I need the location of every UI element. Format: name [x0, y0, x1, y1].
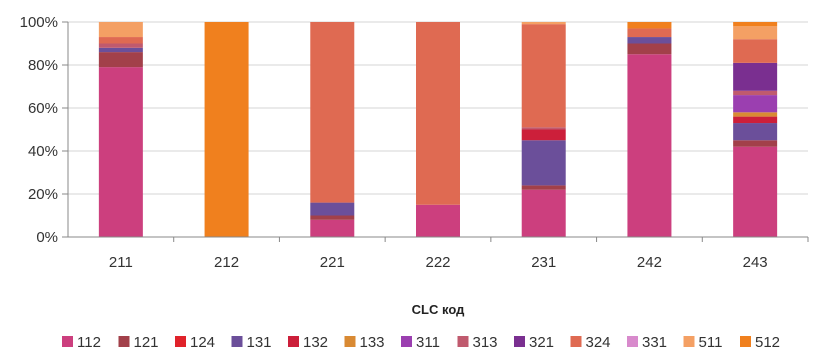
bars-layer: [98, 22, 778, 238]
legend-label: 331: [642, 334, 667, 351]
legend-label: 124: [190, 334, 215, 351]
x-axis-title: CLC код: [412, 302, 465, 317]
legend-item-311: 311: [401, 334, 440, 351]
x-tick-label: 221: [320, 254, 345, 271]
x-tick-label: 211: [109, 254, 133, 271]
x-tick-label: 243: [743, 254, 768, 271]
legend-swatch: [118, 336, 130, 347]
legend-label: 131: [247, 334, 272, 351]
legend-item-124: 124: [175, 334, 215, 351]
bar-segment-211-324: [98, 37, 143, 44]
legend-swatch: [627, 336, 638, 347]
legend-label: 321: [529, 334, 554, 351]
legend-item-313: 313: [457, 334, 498, 351]
x-tick-label: 222: [425, 254, 450, 271]
legend-label: 132: [303, 334, 328, 351]
legend-label: 112: [77, 334, 101, 351]
bar-segment-212-512: [204, 22, 249, 237]
x-tick-label: 242: [637, 254, 662, 271]
legend-item-132: 132: [288, 334, 328, 351]
y-tick-label: 20%: [28, 186, 58, 203]
legend-item-112: 112: [62, 334, 101, 351]
bar-segment-222-324: [416, 22, 460, 205]
bar-segment-221-324: [310, 22, 355, 203]
bar-segment-231-132: [521, 129, 566, 141]
x-tick-label: 231: [531, 254, 556, 271]
bar-segment-231-313: [521, 127, 566, 130]
y-tick-label: 80%: [28, 57, 58, 74]
legend-swatch: [514, 336, 525, 347]
bar-segment-231-324: [521, 24, 566, 128]
legend-swatch: [231, 336, 243, 347]
bar-segment-221-121: [310, 215, 355, 220]
axes: [67, 22, 809, 242]
bar-segment-211-313: [98, 43, 143, 48]
legend-swatch: [62, 336, 73, 347]
bar-segment-231-131: [521, 140, 566, 186]
bar-segment-211-511: [98, 22, 143, 38]
legend-swatch: [401, 336, 412, 347]
legend-swatch: [457, 336, 469, 347]
y-tick-label: 60%: [28, 100, 58, 117]
legend-label: 324: [586, 334, 611, 351]
legend-item-133: 133: [344, 334, 385, 351]
bar-segment-231-112: [521, 189, 566, 237]
bar-segment-243-121: [733, 140, 778, 147]
x-tick-labels: 211 212 221 222 231 242 243: [109, 254, 768, 271]
legend-label: 133: [360, 334, 385, 351]
y-tick-label: 100%: [20, 14, 58, 31]
bar-segment-243-511: [733, 26, 778, 40]
legend-swatch: [288, 336, 299, 347]
legend-item-511: 511: [683, 334, 723, 351]
bar-segment-243-512: [733, 22, 778, 27]
bar-segment-243-112: [733, 146, 778, 237]
bar-segment-243-313: [733, 90, 778, 96]
bar-segment-242-121: [627, 43, 672, 55]
legend-label: 121: [134, 334, 159, 351]
bar-segment-211-121: [98, 52, 143, 68]
bar-segment-242-324: [627, 28, 672, 38]
legend-item-321: 321: [514, 334, 554, 351]
legend-label: 512: [755, 334, 780, 351]
legend: 112 121 124 131 132 133 311 313 321 324 331 511 512: [62, 334, 780, 351]
y-tick-label: 0%: [36, 229, 58, 246]
legend-label: 511: [699, 334, 723, 351]
legend-item-131: 131: [231, 334, 272, 351]
bar-segment-221-131: [310, 202, 355, 216]
legend-item-324: 324: [570, 334, 611, 351]
legend-label: 313: [473, 334, 498, 351]
legend-swatch: [344, 336, 356, 347]
bar-segment-231-511: [521, 22, 566, 25]
bar-segment-243-131: [733, 123, 778, 141]
bar-segment-243-132: [733, 116, 778, 124]
legend-item-512: 512: [740, 334, 780, 351]
bar-segment-242-512: [627, 22, 672, 29]
legend-swatch: [740, 336, 751, 347]
bar-segment-231-121: [521, 185, 566, 190]
x-tick-label: 212: [214, 254, 239, 271]
legend-swatch: [683, 336, 695, 347]
bar-segment-222-112: [416, 204, 460, 237]
bar-segment-211-112: [98, 67, 143, 238]
legend-swatch: [175, 336, 186, 347]
bar-segment-243-324: [733, 39, 778, 63]
legend-swatch: [570, 336, 582, 347]
bar-segment-243-133: [733, 112, 778, 117]
y-tick-labels: 0% 20% 40% 60% 80% 100%: [20, 14, 58, 246]
legend-item-331: 331: [627, 334, 667, 351]
bar-segment-221-112: [310, 219, 355, 237]
bar-segment-211-131: [98, 47, 143, 53]
bar-segment-243-321: [733, 62, 778, 91]
bar-segment-243-311: [733, 95, 778, 113]
legend-item-121: 121: [118, 334, 159, 351]
legend-label: 311: [416, 334, 440, 351]
bar-segment-242-112: [627, 54, 672, 237]
bar-segment-242-131: [627, 37, 672, 44]
y-tick-label: 40%: [28, 143, 58, 160]
